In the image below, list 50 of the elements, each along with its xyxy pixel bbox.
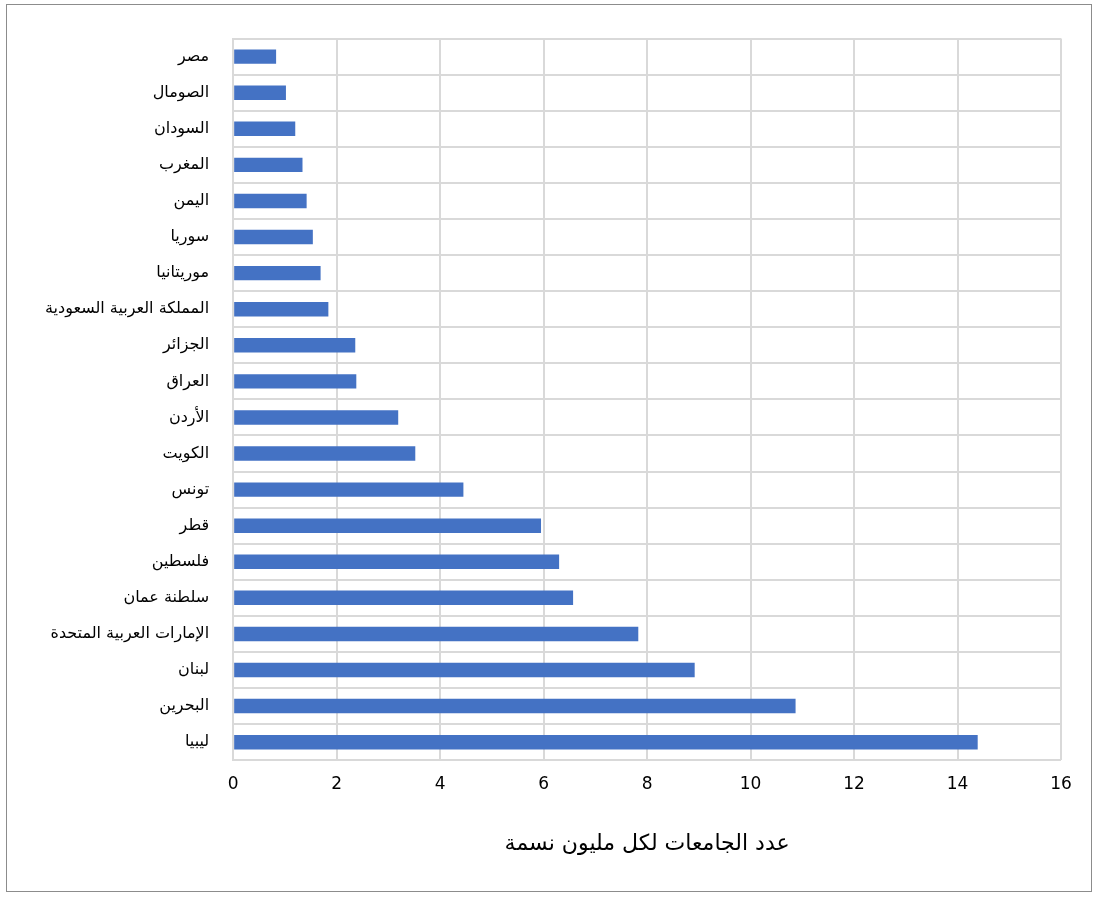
bar	[234, 374, 357, 389]
y-tick-label: المغرب	[158, 154, 210, 175]
y-tick-label: سلطنة عمان	[123, 587, 210, 606]
x-tick-label: 14	[946, 772, 969, 793]
bar	[234, 85, 286, 100]
bar	[234, 49, 277, 64]
x-tick-label: 8	[641, 772, 653, 793]
bar	[234, 698, 796, 714]
bar	[234, 518, 542, 533]
bar	[234, 554, 560, 569]
bar	[234, 626, 639, 642]
x-tick-label: 10	[739, 772, 762, 793]
y-tick-label: تونس	[171, 478, 210, 499]
bar	[234, 121, 296, 137]
y-tick-label: الإمارات العربية المتحدة	[50, 623, 210, 644]
y-tick-label: مصر	[176, 45, 210, 66]
y-tick-label: اليمن	[173, 190, 210, 211]
bar	[234, 590, 574, 606]
y-tick-label: البحرين	[159, 695, 210, 716]
y-tick-label: فلسطين	[151, 550, 210, 571]
x-tick-label: 0	[227, 772, 239, 793]
y-tick-label: ليبيا	[184, 731, 210, 751]
x-tick-label: 4	[434, 772, 446, 793]
bar	[234, 193, 307, 209]
bar	[234, 446, 416, 461]
y-tick-label: الأردن	[168, 405, 210, 427]
y-tick-label: لبنان	[178, 659, 210, 679]
y-tick-label: المملكة العربية السعودية	[44, 298, 210, 319]
x-tick-label: 12	[843, 772, 865, 793]
bar	[234, 229, 313, 245]
x-tick-label: 6	[538, 772, 550, 793]
bar	[234, 338, 356, 353]
bar	[234, 265, 321, 281]
x-tick-label: 2	[331, 772, 343, 793]
bar	[234, 410, 399, 425]
y-tick-label: السودان	[153, 117, 210, 138]
y-tick-label: قطر	[178, 514, 210, 535]
bar	[234, 301, 329, 317]
y-tick-label: العراق	[166, 370, 210, 391]
bar	[234, 734, 978, 750]
bar	[234, 662, 695, 678]
y-tick-label: الكويت	[162, 442, 210, 463]
y-tick-label: الصومال	[152, 81, 210, 102]
bar	[234, 157, 303, 173]
x-tick-label: 16	[1050, 772, 1072, 793]
bar	[234, 482, 464, 497]
x-axis-title: عدد الجامعات لكل مليون نسمة	[504, 829, 790, 855]
y-tick-label: سوريا	[170, 226, 210, 247]
y-tick-label: الجزائر	[161, 334, 210, 355]
y-tick-label: موريتانيا	[156, 262, 210, 283]
